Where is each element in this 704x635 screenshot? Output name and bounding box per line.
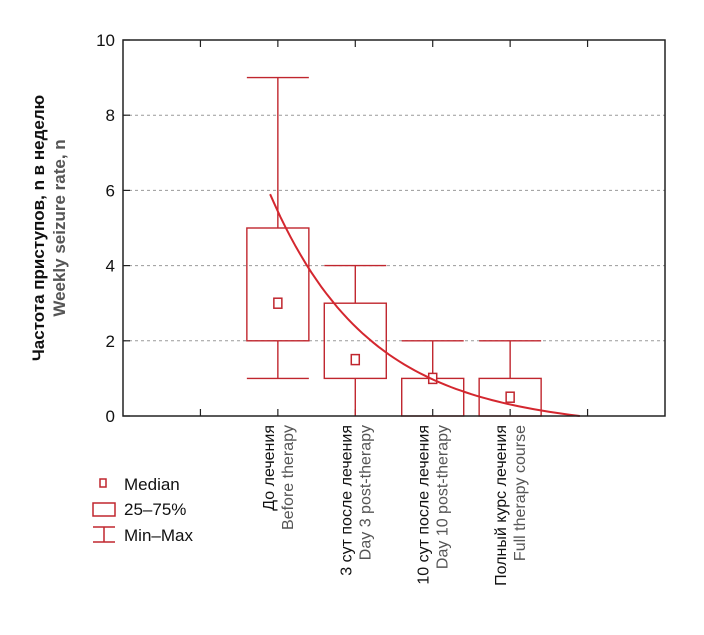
legend-iqr-label: 25–75% — [124, 500, 186, 519]
legend-range-swatch — [93, 526, 115, 543]
boxes — [246, 76, 542, 417]
trend-curve — [269, 193, 580, 417]
median-marker — [273, 297, 283, 309]
category-label-ru: До лечения — [261, 425, 278, 511]
median-marker — [350, 353, 361, 366]
y-tick-label: 10 — [96, 31, 115, 50]
category-label: До лечения Before therapy — [261, 425, 297, 530]
y-tick-label: 6 — [106, 181, 115, 200]
y-tick-label: 0 — [106, 407, 115, 426]
gridlines — [123, 39, 665, 417]
category-label-ru: Полный курс лечения — [493, 425, 510, 586]
y-tick-label: 2 — [106, 332, 115, 351]
legend-range-label: Min–Max — [124, 526, 193, 545]
y-axis-label: Частота приступов, n в неделю Weekly sei… — [29, 95, 69, 361]
iqr-box — [323, 302, 387, 380]
y-tick-labels: 0 2 4 6 8 10 — [96, 31, 115, 426]
y-tick-label: 8 — [106, 106, 115, 125]
category-label-ru: 3 сут после лечения — [338, 425, 355, 576]
x-ticks — [199, 40, 589, 416]
category-label: 10 сут после лечения Day 10 post-therapy — [416, 425, 452, 585]
category-label: Полный курс лечения Full therapy course — [493, 425, 529, 586]
category-label-ru: 10 сут после лечения — [416, 425, 433, 585]
category-label-en: Day 3 post-therapy — [357, 425, 374, 560]
box-1 — [246, 76, 310, 380]
category-labels: До лечения Before therapy 3 сут после лече… — [261, 425, 529, 586]
legend: Median 25–75% Min–Max — [92, 475, 193, 545]
legend-median-swatch — [99, 478, 107, 488]
plot-frame — [122, 39, 666, 417]
category-label-en: Full therapy course — [512, 425, 529, 561]
category-label-en: Before therapy — [280, 425, 297, 530]
box-2 — [323, 264, 387, 416]
median-marker — [505, 391, 515, 403]
y-axis-label-en: Weekly seizure rate, n — [50, 139, 69, 316]
category-label-en: Day 10 post-therapy — [435, 425, 452, 569]
legend-iqr-swatch — [92, 502, 116, 517]
iqr-box — [246, 227, 310, 342]
legend-median-label: Median — [124, 475, 180, 494]
y-axis-label-ru: Частота приступов, n в неделю — [29, 95, 48, 361]
category-label: 3 сут после лечения Day 3 post-therapy — [338, 425, 374, 576]
y-tick-label: 4 — [106, 257, 115, 276]
